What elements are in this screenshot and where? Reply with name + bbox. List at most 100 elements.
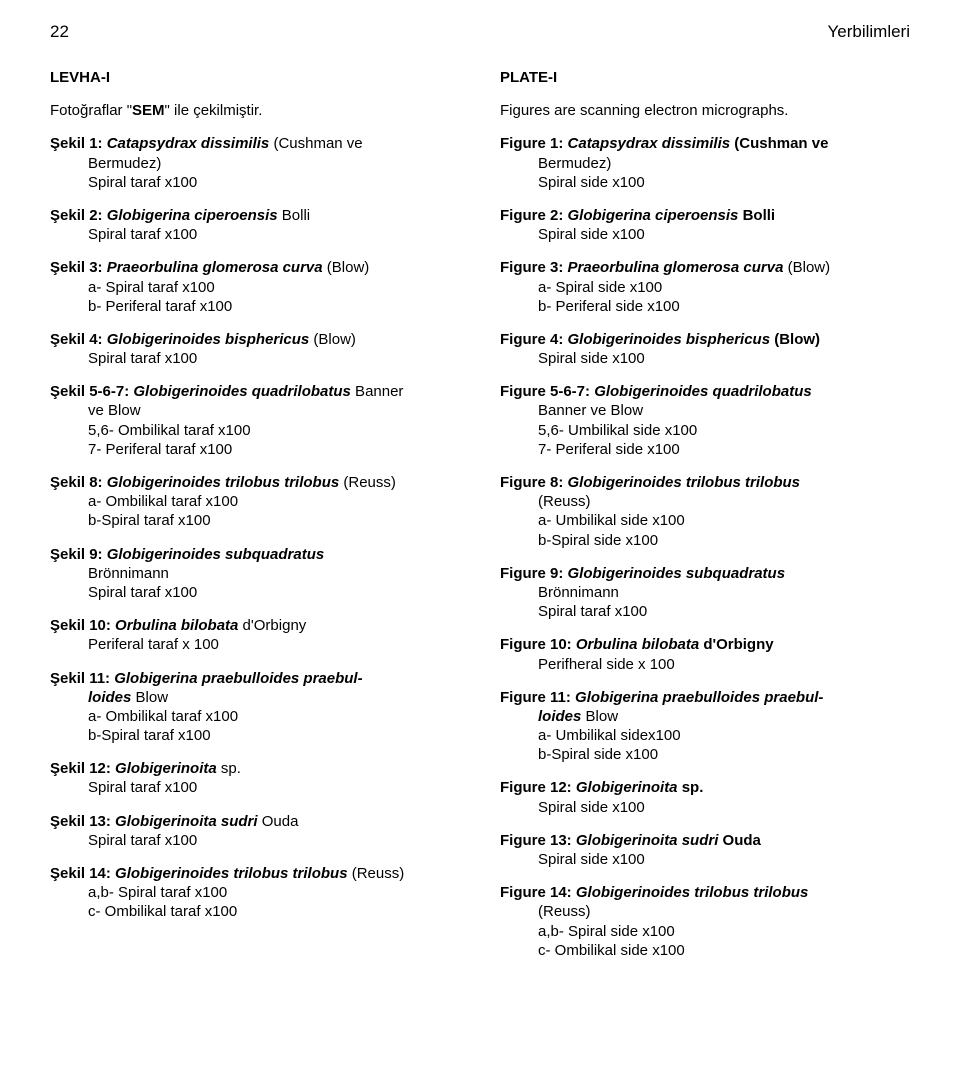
figure-entry: Şekil 4: Globigerinoides bisphericus (Bl… [50, 330, 460, 368]
figure-entry: Şekil 8: Globigerinoides trilobus trilob… [50, 473, 460, 531]
figure-entry: Figure 1: Catapsydrax dissimilis (Cushma… [500, 134, 910, 192]
figure-entry: Figure 11: Globigerina praebulloides pra… [500, 688, 910, 765]
entry-line: Spiral taraf x100 [50, 583, 460, 602]
text-run: b-Spiral side x100 [538, 532, 658, 549]
text-run: Spiral taraf x100 [88, 174, 197, 191]
entry-line: b-Spiral side x100 [500, 745, 910, 764]
text-run: Spiral taraf x100 [88, 226, 197, 243]
text-run: (Reuss) [538, 493, 591, 510]
text-run: Globigerinoides trilobus trilobus [115, 865, 348, 882]
entry-line: (Reuss) [500, 902, 910, 921]
entry-line: Spiral side x100 [500, 850, 910, 869]
text-run: (Blow) [309, 331, 356, 348]
text-run: Figure 4: [500, 331, 568, 348]
text-run: Globigerinoides subquadratus [568, 565, 786, 582]
text-run: Figure 10: [500, 636, 576, 653]
text-run: Şekil 3: [50, 259, 107, 276]
figure-entry: Şekil 14: Globigerinoides trilobus trilo… [50, 864, 460, 922]
figure-entry: Figure 4: Globigerinoides bisphericus (B… [500, 330, 910, 368]
text-run: Şekil 10: [50, 617, 115, 634]
entry-line: Şekil 9: Globigerinoides subquadratus [50, 545, 460, 564]
text-run: a- Spiral taraf x100 [88, 279, 215, 296]
text-run: Şekil 2: [50, 207, 107, 224]
entry-line: Şekil 4: Globigerinoides bisphericus (Bl… [50, 330, 460, 349]
figure-entry: Figure 12: Globigerinoita sp.Spiral side… [500, 778, 910, 816]
page-number: 22 [50, 22, 69, 42]
text-run: Perifheral side x 100 [538, 656, 675, 673]
figure-entry: Figure 10: Orbulina bilobata d'Orbigny Pe… [500, 635, 910, 673]
entry-line: a- Umbilikal side x100 [500, 511, 910, 530]
text-run: (Blow) [323, 259, 370, 276]
entry-line: Figure 1: Catapsydrax dissimilis (Cushma… [500, 134, 910, 153]
entry-line: Figure 12: Globigerinoita sp. [500, 778, 910, 797]
text-run: Bermudez) [88, 155, 161, 172]
text-run: Şekil 13: [50, 813, 115, 830]
entry-line: Şekil 14: Globigerinoides trilobus trilo… [50, 864, 460, 883]
text-run: Ouda [718, 832, 761, 849]
text-run: Globigerinoides subquadratus [107, 546, 325, 563]
text-run: Globigerina ciperoensis [568, 207, 739, 224]
entry-line: Brönnimann [50, 564, 460, 583]
figure-entry: Şekil 10: Orbulina bilobata d'OrbignyPer… [50, 616, 460, 654]
text-run: c- Ombilikal taraf x100 [88, 903, 237, 920]
text-run: 7- Periferal taraf x100 [88, 441, 232, 458]
text-run: d'Orbigny [699, 636, 773, 653]
text-run: (Cushman ve [269, 135, 362, 152]
entry-line: 5,6- Umbilikal side x100 [500, 421, 910, 440]
text-run: Figure 11: [500, 689, 575, 706]
entry-line: Şekil 12: Globigerinoita sp. [50, 759, 460, 778]
text-run: Figure 5-6-7: [500, 383, 594, 400]
figure-entry: Şekil 11: Globigerina praebulloides prae… [50, 669, 460, 746]
text-run: Globigerinoides bisphericus [568, 331, 771, 348]
entry-line: Spiral taraf x100 [50, 778, 460, 797]
entry-line: Figure 8: Globigerinoides trilobus trilo… [500, 473, 910, 492]
text-run: b-Spiral taraf x100 [88, 727, 211, 744]
text-run: Globigerinoides quadrilobatus [133, 383, 351, 400]
entry-line: Figure 3: Praeorbulina glomerosa curva (… [500, 258, 910, 277]
text-run: Şekil 11: [50, 670, 114, 687]
entry-line: Spiral taraf x100 [50, 831, 460, 850]
text-run: Globigerina praebulloides praebul- [575, 689, 823, 706]
text-run: sp. [678, 779, 704, 796]
entry-line: Spiral side x100 [500, 173, 910, 192]
entry-line: c- Ombilikal taraf x100 [50, 902, 460, 921]
text-run: Praeorbulina glomerosa curva [107, 259, 323, 276]
figure-entry: Figure 14: Globigerinoides trilobus tril… [500, 883, 910, 960]
text-run: Ouda [258, 813, 299, 830]
text-run: Figure 9: [500, 565, 568, 582]
text-run: Şekil 14: [50, 865, 115, 882]
text-run: Figure 13: [500, 832, 576, 849]
figure-entry: Şekil 12: Globigerinoita sp.Spiral taraf… [50, 759, 460, 797]
entry-line: Spiral taraf x100 [50, 349, 460, 368]
text-run: a,b- Spiral taraf x100 [88, 884, 227, 901]
text-run: Şekil 4: [50, 331, 107, 348]
text-run: Şekil 1: [50, 135, 107, 152]
text-run: Şekil 8: [50, 474, 107, 491]
text-run: (Reuss) [538, 903, 591, 920]
text-run: 5,6- Umbilikal side x100 [538, 422, 697, 439]
subtitle-pre: Fotoğraflar " [50, 102, 132, 119]
text-run: a- Umbilikal sidex100 [538, 727, 681, 744]
text-run: (Reuss) [348, 865, 405, 882]
text-run: Banner ve Blow [538, 402, 643, 419]
entry-line: Figure 13: Globigerinoita sudri Ouda [500, 831, 910, 850]
columns: LEVHA-I Fotoğraflar "SEM" ile çekilmişti… [50, 68, 910, 974]
text-run: Figure 3: [500, 259, 568, 276]
figure-entry: Figure 5-6-7: Globigerinoides quadriloba… [500, 382, 910, 459]
entry-line: Figure 2: Globigerina ciperoensis Bolli [500, 206, 910, 225]
entry-line: Figure 10: Orbulina bilobata d'Orbigny [500, 635, 910, 654]
text-run: Globigerinoita [115, 760, 217, 777]
text-run: Spiral side x100 [538, 226, 645, 243]
text-run: sp. [217, 760, 241, 777]
text-run: 5,6- Ombilikal taraf x100 [88, 422, 251, 439]
text-run: (Blow) [783, 259, 830, 276]
text-run: Orbulina bilobata [576, 636, 699, 653]
text-run: Spiral side x100 [538, 350, 645, 367]
text-run: Spiral taraf x100 [88, 350, 197, 367]
entry-line: ve Blow [50, 401, 460, 420]
text-run: Bolli [738, 207, 775, 224]
figure-entry: Figure 9: Globigerinoides subquadratusBr… [500, 564, 910, 622]
figure-entry: Figure 3: Praeorbulina glomerosa curva (… [500, 258, 910, 316]
subtitle-post: " ile çekilmiştir. [165, 102, 263, 119]
figure-entry: Şekil 13: Globigerinoita sudri OudaSpira… [50, 812, 460, 850]
